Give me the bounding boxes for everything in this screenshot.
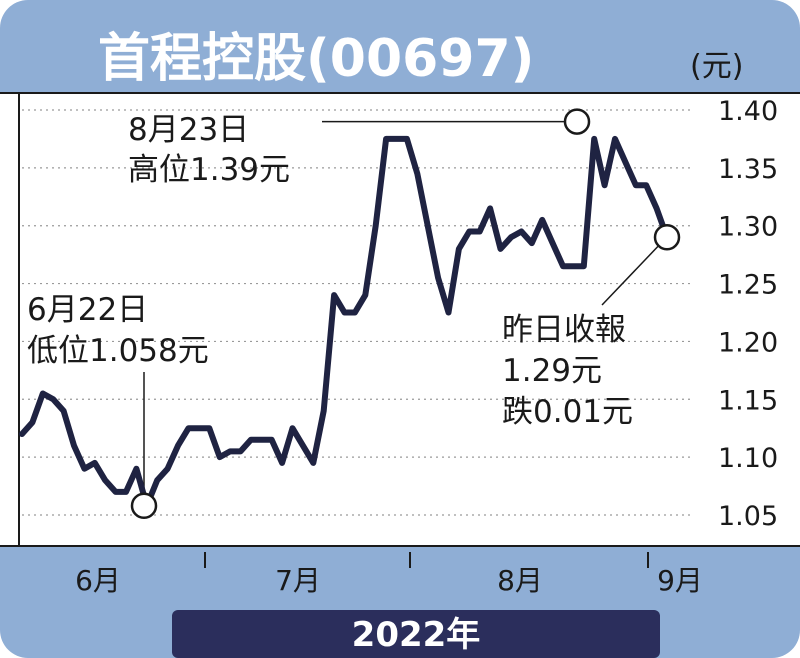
chart-title: 首程控股(00697) [98,29,534,89]
y-tick-label: 1.25 [718,270,778,301]
y-tick-label: 1.05 [718,501,778,532]
month-label: 9月 [657,564,703,597]
close-point-marker [653,224,681,251]
year-label: 2022年 [352,615,481,655]
close-annotation-change: 跌0.01元 [502,394,633,430]
price-series-line [19,135,670,509]
close-annotation-leader [601,244,660,306]
year-bar [172,610,660,658]
y-tick-label: 1.40 [718,96,778,127]
close-annotation-price: 1.29元 [502,353,602,389]
high-annotation-date: 8月23日 [128,112,249,148]
low-annotation-value: 低位1.058元 [27,333,209,369]
month-label: 7月 [275,564,321,597]
y-axis-ticks: 1.05 1.10 1.15 1.20 1.25 1.30 1.35 1.40 [718,96,778,532]
y-tick-label: 1.10 [718,443,778,474]
high-annotation-value: 高位1.39元 [128,152,290,188]
low-point-marker [130,492,158,519]
y-tick-label: 1.30 [718,212,778,243]
close-annotation-label: 昨日收報 [502,312,626,348]
unit-label: (元) [690,49,743,84]
y-tick-label: 1.20 [718,327,778,358]
month-axis: 6月 7月 8月 9月 [75,552,703,597]
y-tick-label: 1.35 [718,154,778,185]
high-point-marker [563,108,591,135]
month-label: 8月 [497,564,543,597]
month-label: 6月 [75,564,121,597]
y-tick-label: 1.15 [718,385,778,416]
low-annotation-date: 6月22日 [27,292,148,328]
